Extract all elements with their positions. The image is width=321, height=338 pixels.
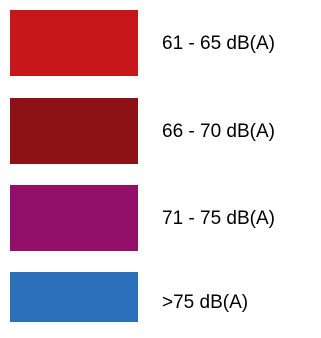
legend-swatch-71-75 — [10, 185, 138, 251]
legend-swatch-66-70 — [10, 98, 138, 164]
legend-item-over-75: >75 dB(A) — [0, 272, 321, 338]
legend-swatch-over-75 — [10, 272, 138, 322]
noise-level-legend: 61 - 65 dB(A) 66 - 70 dB(A) 71 - 75 dB(A… — [0, 10, 321, 322]
legend-label-71-75: 71 - 75 dB(A) — [162, 208, 275, 229]
legend-item-66-70: 66 - 70 dB(A) — [0, 98, 321, 164]
legend-label-61-65: 61 - 65 dB(A) — [162, 33, 275, 54]
legend-label-66-70: 66 - 70 dB(A) — [162, 121, 275, 142]
legend-label-over-75: >75 dB(A) — [162, 292, 249, 313]
legend-swatch-61-65 — [10, 10, 138, 76]
legend-item-61-65: 61 - 65 dB(A) — [0, 10, 321, 76]
legend-item-71-75: 71 - 75 dB(A) — [0, 185, 321, 251]
